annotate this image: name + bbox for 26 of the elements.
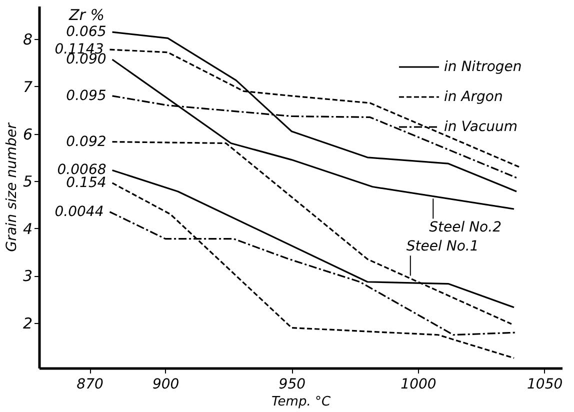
annotation: Zr % (68, 6, 104, 24)
x-axis-title: Temp. °C (271, 394, 332, 410)
line-series (111, 182, 515, 359)
y-axis-title: Grain size number (4, 122, 20, 252)
annotation: 0.0044 (54, 204, 104, 220)
legend-label: in Vacuum (444, 119, 518, 135)
y-tick-label: 5 (22, 172, 32, 191)
annotation: 0.154 (66, 174, 106, 191)
x-tick-label: 900 (152, 376, 180, 392)
annotation: Steel No.2 (429, 220, 502, 236)
annotation: 0.095 (66, 88, 106, 104)
x-tick-label: 950 (278, 376, 306, 392)
x-tick-label: 870 (76, 376, 104, 392)
y-tick-label: 8 (22, 30, 32, 49)
y-tick-label: 4 (22, 220, 32, 238)
legend-label: in Nitrogen (444, 59, 522, 75)
x-tick-label: 1050 (526, 376, 563, 392)
annotation: 0.092 (66, 134, 106, 150)
y-tick-label: 3 (22, 267, 32, 286)
annotation: Steel No.1 (406, 238, 479, 255)
x-tick-label: 1000 (400, 376, 436, 392)
y-tick-label: 7 (22, 78, 33, 96)
y-tick-label: 2 (22, 314, 32, 333)
annotation: 0.065 (66, 24, 106, 40)
legend-label: in Argon (444, 89, 503, 105)
y-tick-label: 6 (22, 125, 32, 144)
